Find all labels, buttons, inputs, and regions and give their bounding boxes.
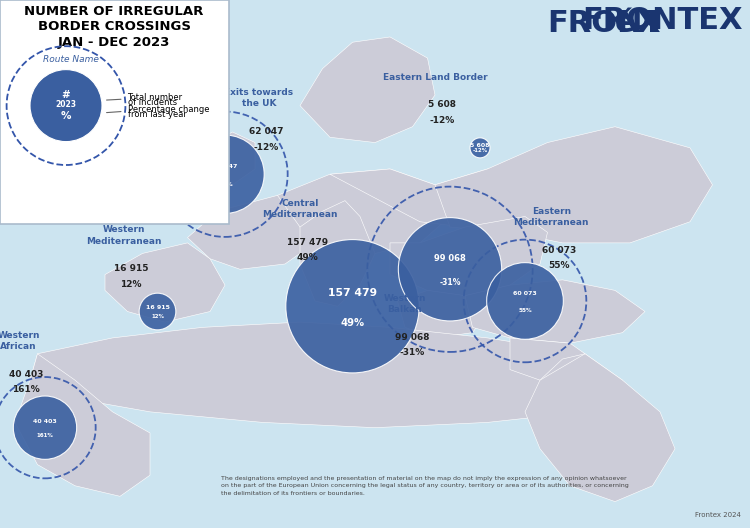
Text: from last year: from last year	[128, 110, 186, 119]
Text: #: #	[62, 90, 70, 100]
Text: 55%: 55%	[548, 261, 569, 270]
Text: Eastern Land Border: Eastern Land Border	[382, 73, 488, 82]
Polygon shape	[398, 290, 488, 338]
Text: of incidents: of incidents	[128, 98, 177, 107]
Text: 16 915: 16 915	[114, 264, 148, 273]
Text: 161%: 161%	[37, 433, 53, 438]
Text: -12%: -12%	[254, 143, 279, 152]
Text: 55%: 55%	[518, 308, 532, 313]
Text: -31%: -31%	[400, 348, 425, 357]
Text: Eastern
Mediterranean: Eastern Mediterranean	[514, 206, 589, 227]
Polygon shape	[435, 127, 712, 243]
Text: 5 608: 5 608	[470, 143, 490, 148]
Ellipse shape	[140, 293, 176, 330]
Text: 161%: 161%	[13, 385, 40, 394]
Text: 157 479: 157 479	[328, 288, 377, 298]
Polygon shape	[105, 243, 225, 322]
Text: 40 403: 40 403	[9, 370, 44, 379]
Ellipse shape	[398, 218, 502, 321]
Text: 5 608: 5 608	[428, 100, 457, 109]
Text: -12%: -12%	[217, 182, 233, 186]
Text: 60 073: 60 073	[542, 246, 576, 254]
Text: Percentage change: Percentage change	[128, 105, 209, 114]
Polygon shape	[150, 143, 188, 174]
Text: 2022: 2022	[56, 133, 76, 142]
Text: %: %	[61, 111, 71, 121]
Text: JAN - DEC 2023: JAN - DEC 2023	[58, 36, 170, 49]
Text: FRONT: FRONT	[548, 10, 664, 38]
Text: The designations employed and the presentation of material on the map do not imp: The designations employed and the presen…	[221, 476, 629, 496]
Ellipse shape	[470, 138, 490, 158]
Text: é: é	[615, 10, 635, 38]
Text: BORDER CROSSINGS: BORDER CROSSINGS	[38, 20, 190, 33]
Text: Total number: Total number	[128, 93, 183, 102]
Polygon shape	[390, 216, 548, 296]
Text: -12%: -12%	[472, 148, 488, 153]
Text: 49%: 49%	[296, 253, 318, 262]
Text: 62 047: 62 047	[213, 164, 237, 169]
Text: Western
Balkan: Western Balkan	[384, 294, 426, 314]
Polygon shape	[15, 354, 150, 496]
Text: Frontex 2024: Frontex 2024	[695, 512, 741, 518]
Polygon shape	[180, 132, 255, 190]
Text: 16 915: 16 915	[146, 305, 170, 310]
Text: Central
Mediterranean: Central Mediterranean	[262, 199, 338, 219]
Polygon shape	[300, 37, 435, 143]
Ellipse shape	[186, 135, 264, 213]
Text: 99 068: 99 068	[395, 333, 430, 342]
Text: 157 479: 157 479	[287, 238, 328, 247]
Text: 12%: 12%	[151, 314, 164, 318]
Text: -12%: -12%	[430, 116, 455, 125]
Ellipse shape	[30, 70, 102, 142]
Text: Exits towards
the UK: Exits towards the UK	[224, 88, 293, 108]
Text: 99 068: 99 068	[434, 254, 466, 263]
Ellipse shape	[487, 262, 563, 340]
Text: 12%: 12%	[121, 280, 142, 289]
Text: -31%: -31%	[440, 278, 460, 287]
Text: X: X	[636, 10, 659, 38]
Text: 60 073: 60 073	[513, 291, 537, 296]
Text: FRONTEX: FRONTEX	[582, 6, 742, 34]
Ellipse shape	[286, 240, 419, 373]
Text: Route Name: Route Name	[44, 54, 99, 64]
Text: 2023: 2023	[56, 100, 76, 109]
Text: Western
Mediterranean: Western Mediterranean	[86, 225, 161, 246]
Text: 40 403: 40 403	[33, 419, 57, 424]
Text: 62 047: 62 047	[249, 127, 284, 136]
Polygon shape	[278, 169, 450, 253]
Polygon shape	[510, 338, 585, 380]
Polygon shape	[525, 354, 675, 502]
Text: NUMBER OF IRREGULAR: NUMBER OF IRREGULAR	[24, 5, 204, 18]
Text: 49%: 49%	[340, 318, 364, 328]
Polygon shape	[30, 322, 622, 428]
Polygon shape	[188, 195, 315, 269]
Ellipse shape	[13, 396, 76, 459]
Polygon shape	[330, 169, 548, 227]
Polygon shape	[465, 280, 645, 343]
FancyBboxPatch shape	[0, 0, 229, 224]
Text: Western
African: Western African	[0, 331, 40, 351]
Polygon shape	[300, 201, 375, 306]
